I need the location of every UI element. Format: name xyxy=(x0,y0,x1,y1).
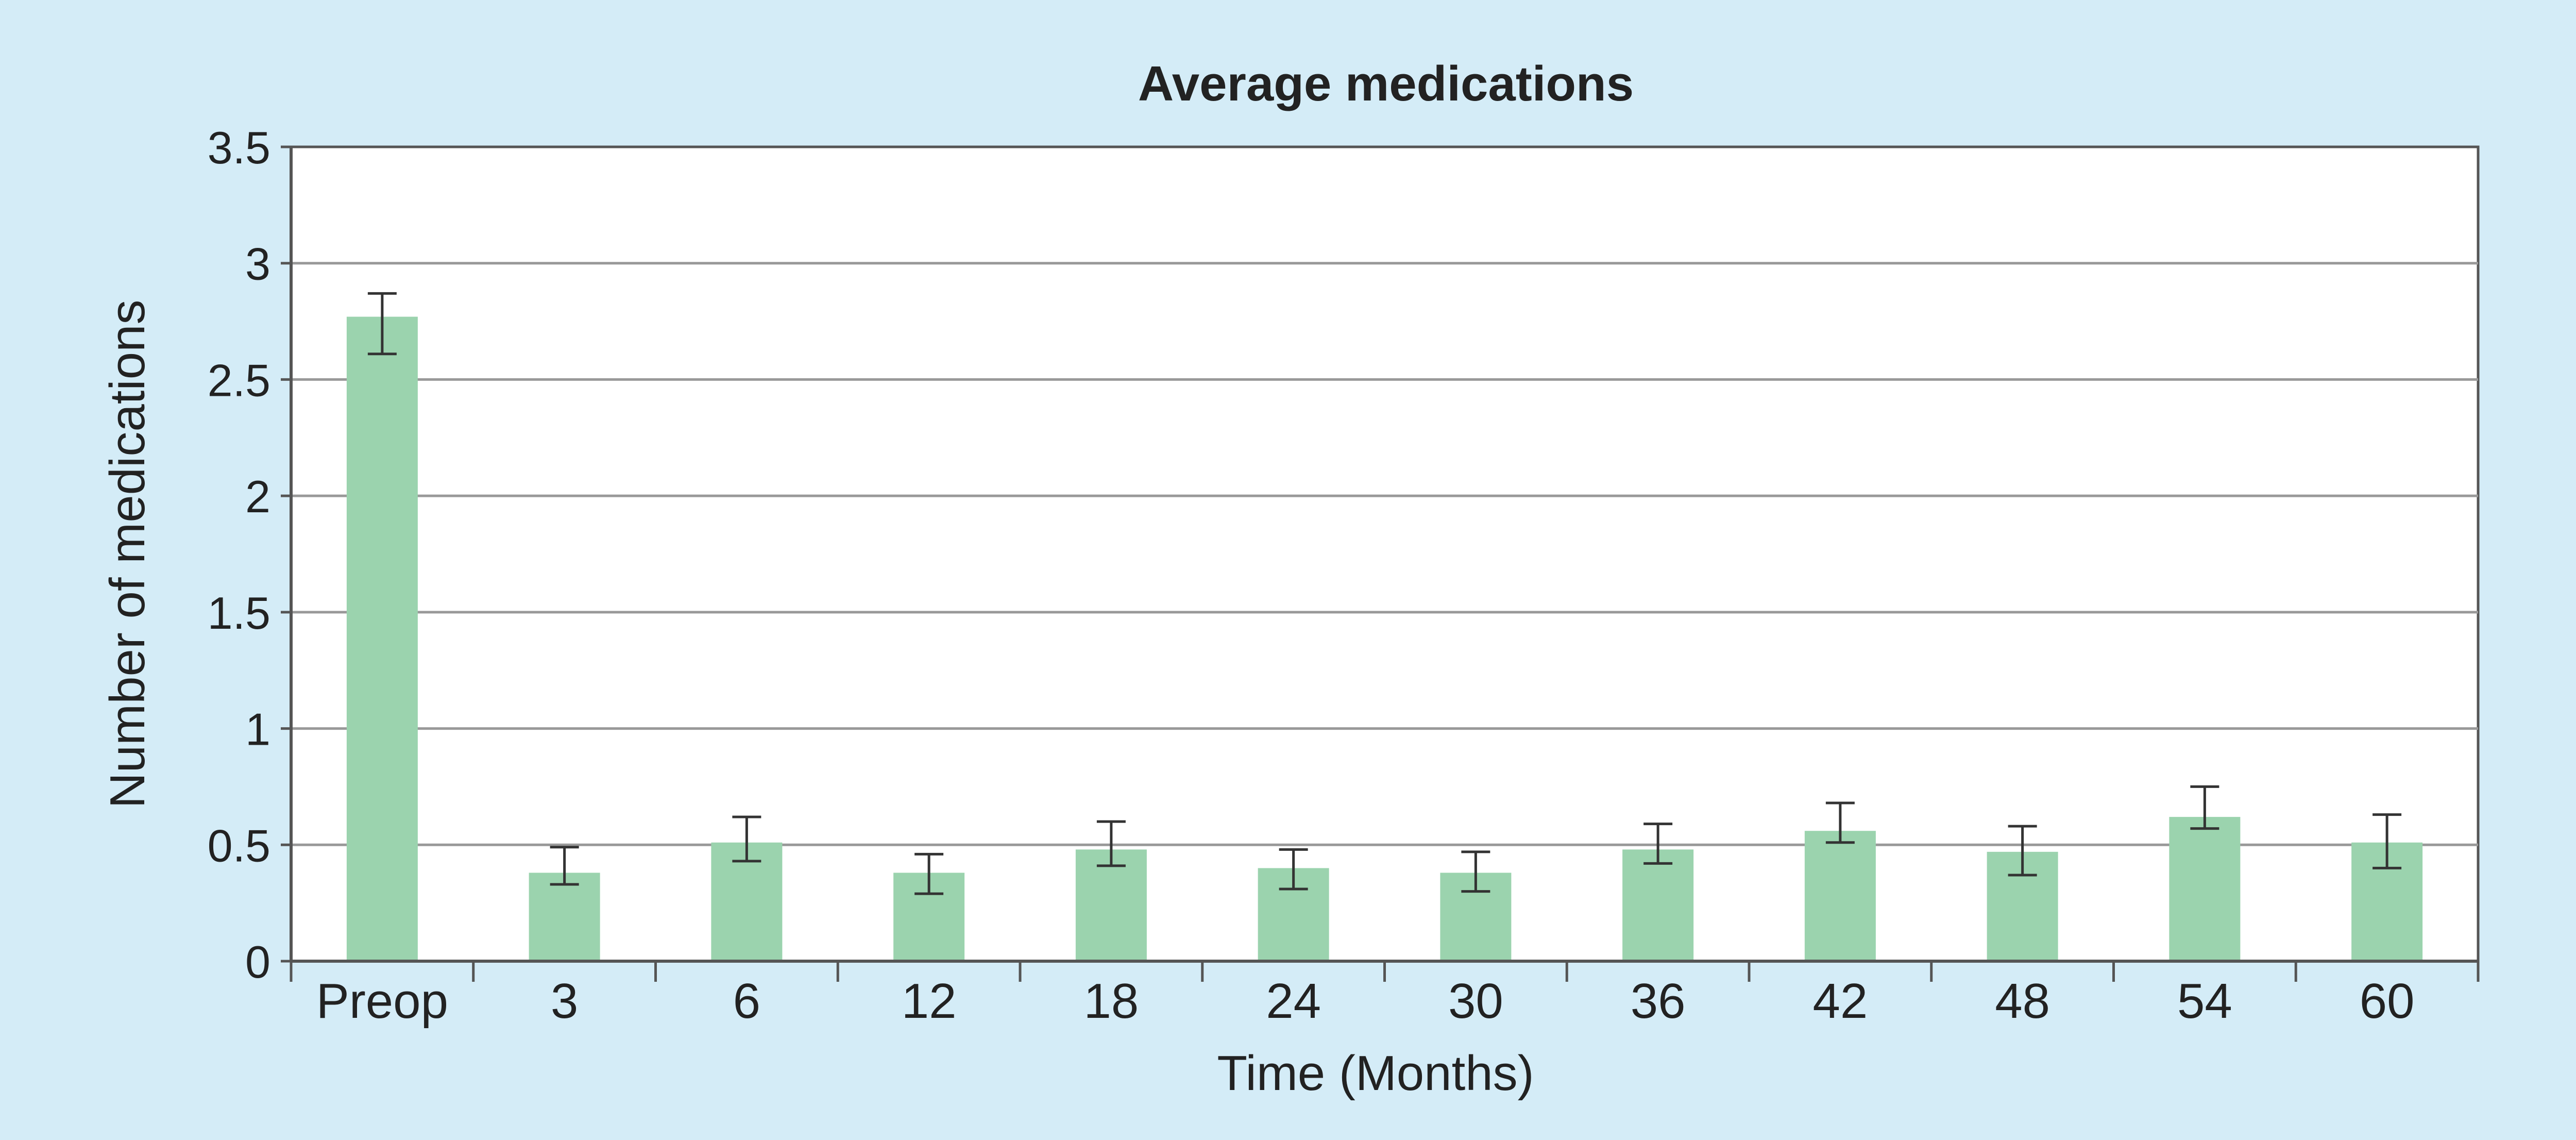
x-axis-label: Time (Months) xyxy=(1217,1046,1534,1101)
bar xyxy=(2169,817,2241,961)
y-axis-label: Number of medications xyxy=(100,299,155,808)
bars xyxy=(346,316,2423,961)
y-tick-label: 0.5 xyxy=(208,820,270,871)
x-tick-label: 36 xyxy=(1631,974,1686,1029)
x-tick-labels: Preop 3 6 12 18 24 30 36 42 48 54 60 xyxy=(290,961,2480,1029)
x-tick-label: 54 xyxy=(2177,974,2232,1029)
x-tick-label: 3 xyxy=(551,974,578,1029)
x-tick-label: Preop xyxy=(316,974,448,1029)
y-tick-label: 2.5 xyxy=(208,355,270,406)
y-tick-label: 3.5 xyxy=(208,122,270,173)
y-tick-label: 2 xyxy=(245,471,270,522)
bar xyxy=(529,873,600,961)
x-tick-label: 24 xyxy=(1266,974,1321,1029)
bar xyxy=(346,316,418,961)
x-tick-label: 42 xyxy=(1812,974,1868,1029)
y-tick-label: 1 xyxy=(245,704,270,755)
x-tick-label: 48 xyxy=(1995,974,2050,1029)
bar xyxy=(1804,831,1876,961)
x-tick-label: 18 xyxy=(1083,974,1139,1029)
y-tick-labels: 0 0.5 1 1.5 2 2.5 3 3.5 xyxy=(208,122,291,987)
y-tick-label: 0 xyxy=(245,936,270,987)
plot-area xyxy=(290,145,2480,963)
x-tick-label: 12 xyxy=(902,974,957,1029)
y-tick-label: 3 xyxy=(245,239,270,290)
y-tick-label: 1.5 xyxy=(208,588,270,639)
bar xyxy=(1075,849,1147,961)
error-bars xyxy=(367,292,2402,895)
x-tick-label: 60 xyxy=(2360,974,2415,1029)
chart-title: Average medications xyxy=(1138,56,1634,111)
bar xyxy=(1622,849,1694,961)
x-tick-label: 6 xyxy=(733,974,760,1029)
x-tick-label: 30 xyxy=(1448,974,1503,1029)
grid-lines xyxy=(291,262,2478,846)
